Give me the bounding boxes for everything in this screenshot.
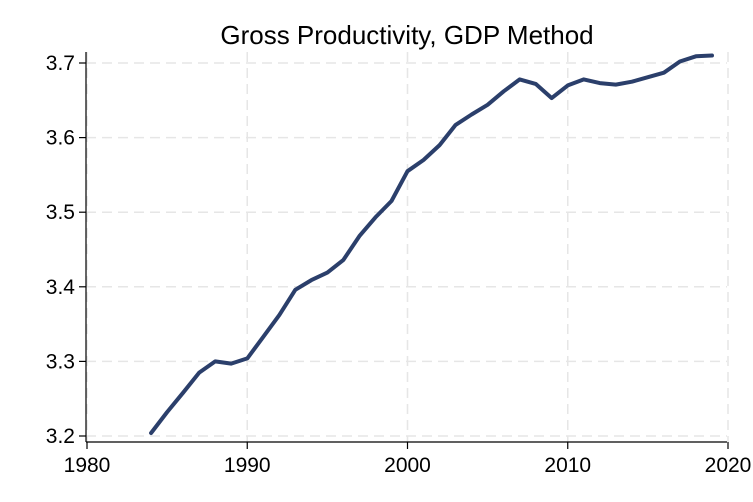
y-tick-label: 3.3 bbox=[46, 350, 75, 373]
y-tick-label: 3.4 bbox=[46, 276, 76, 299]
x-tick-label: 2020 bbox=[705, 454, 752, 477]
series-layer bbox=[149, 53, 714, 435]
series-line bbox=[149, 53, 714, 435]
grid-layer bbox=[86, 52, 729, 442]
chart-title: Gross Productivity, GDP Method bbox=[220, 20, 593, 50]
y-tick-label: 3.7 bbox=[46, 52, 75, 75]
x-tick-label: 1990 bbox=[224, 454, 271, 477]
y-tick-label: 3.5 bbox=[46, 201, 75, 224]
y-tick-label: 3.6 bbox=[46, 127, 75, 150]
axes-layer: 3.2 3.3 3.4 3.5 3.6 3.7 1980 1990 2000 2010 2020 bbox=[46, 52, 752, 477]
x-tick-label: 2000 bbox=[384, 454, 431, 477]
x-tick-label: 2010 bbox=[544, 454, 591, 477]
y-tick-label: 3.2 bbox=[46, 425, 75, 448]
x-tick-label: 1980 bbox=[64, 454, 111, 477]
